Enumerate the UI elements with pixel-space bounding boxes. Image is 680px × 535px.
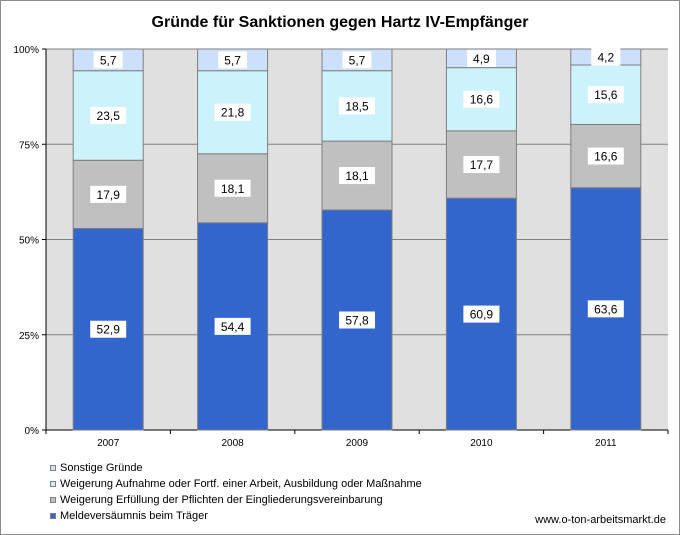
x-tick-label: 2009	[346, 438, 369, 449]
data-label-box	[218, 51, 248, 69]
data-label: 16,6	[594, 150, 618, 164]
legend-label: Weigerung Aufnahme oder Fortf. einer Arb…	[60, 478, 422, 490]
data-label: 5,7	[224, 53, 241, 67]
data-label-box	[339, 97, 375, 115]
data-label-box	[591, 48, 621, 66]
data-label-box	[214, 179, 251, 197]
data-label-box	[339, 167, 375, 185]
source-label: www.o-ton-arbeitsmarkt.de	[535, 514, 666, 526]
legend-swatch	[50, 497, 56, 503]
data-label: 5,7	[349, 53, 366, 67]
data-label: 16,6	[470, 93, 494, 107]
legend: Sonstige Gründe Weigerung Aufnahme oder F…	[50, 460, 422, 524]
data-label: 23,5	[97, 109, 121, 123]
y-tick-label: 75%	[19, 140, 39, 151]
data-label-box	[463, 90, 500, 108]
data-label: 63,6	[594, 302, 618, 316]
data-label: 17,9	[97, 188, 121, 202]
data-label-box	[463, 156, 500, 174]
plot-area: 0% 25% 50% 75% 100% 52,9 17,9 23,5 5,7 2007 54,4 18…	[13, 45, 669, 449]
legend-swatch	[50, 513, 56, 519]
y-tick-label: 0%	[25, 426, 40, 437]
data-label: 57,8	[345, 314, 369, 328]
legend-label: Weigerung Erfüllung der Pflichten der Ei…	[60, 494, 383, 506]
data-label: 54,4	[221, 320, 245, 334]
data-label: 4,2	[597, 51, 614, 65]
data-label-box	[587, 147, 624, 165]
x-tick-label: 2008	[221, 438, 244, 449]
data-label: 52,9	[97, 323, 121, 337]
legend-label: Meldeversäumnis beim Träger	[60, 510, 208, 522]
legend-item: Meldeversäumnis beim Träger	[50, 508, 422, 524]
data-label: 60,9	[470, 308, 494, 322]
data-label: 18,1	[221, 182, 245, 196]
data-label-box	[214, 103, 251, 121]
data-label-box	[93, 51, 123, 69]
data-label: 4,9	[473, 52, 490, 66]
data-label-box	[90, 320, 127, 338]
data-label-box	[214, 317, 251, 335]
data-label-box	[90, 106, 127, 124]
data-label-box	[339, 311, 375, 329]
legend-swatch	[50, 481, 56, 487]
data-label-box	[463, 305, 500, 323]
data-label-box	[587, 300, 624, 318]
legend-item: Weigerung Erfüllung der Pflichten der Ei…	[50, 492, 422, 508]
data-label-box	[587, 86, 624, 104]
data-label-box	[90, 185, 127, 203]
x-tick-label: 2007	[97, 438, 120, 449]
legend-item: Weigerung Aufnahme oder Fortf. einer Arb…	[50, 476, 422, 492]
x-tick-label: 2010	[470, 438, 493, 449]
y-tick-label: 100%	[13, 45, 39, 56]
data-label-box	[342, 51, 372, 69]
data-label: 17,7	[470, 158, 494, 172]
data-label-box	[466, 49, 496, 67]
data-label: 21,8	[221, 106, 245, 120]
legend-item: Sonstige Gründe	[50, 460, 422, 476]
data-label: 18,1	[345, 169, 369, 183]
y-tick-label: 25%	[19, 331, 39, 342]
x-tick-label: 2011	[595, 438, 617, 449]
data-label: 15,6	[594, 88, 618, 102]
y-tick-label: 50%	[19, 236, 39, 247]
legend-swatch	[50, 465, 56, 471]
data-label: 5,7	[100, 53, 117, 67]
legend-label: Sonstige Gründe	[60, 462, 143, 474]
chart-title: Gründe für Sanktionen gegen Hartz IV-Emp…	[151, 14, 529, 31]
data-label: 18,5	[345, 99, 369, 113]
